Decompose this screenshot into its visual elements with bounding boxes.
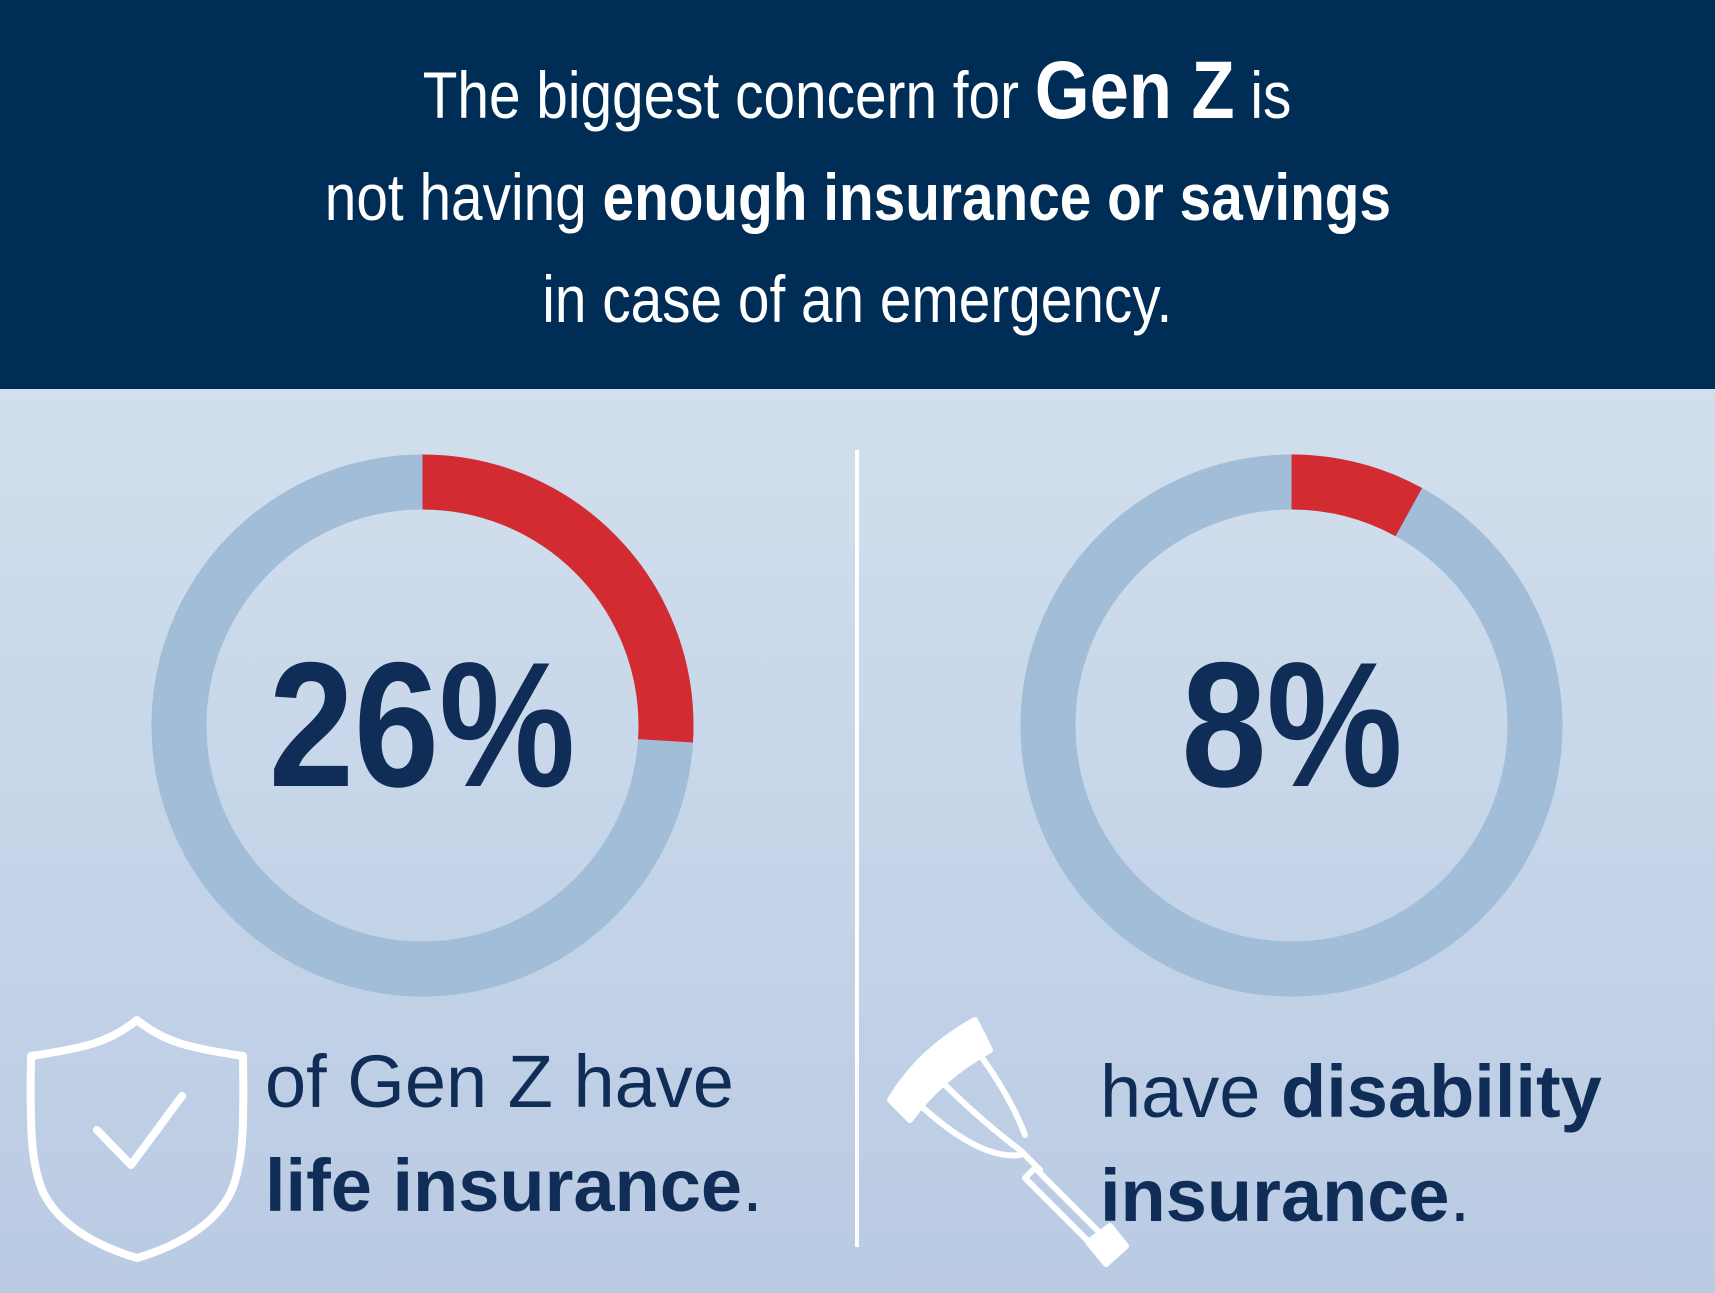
crutch-icon xyxy=(887,1017,1129,1267)
headline-text: not having xyxy=(324,159,603,234)
header-banner: The biggest concern for Gen Z is not hav… xyxy=(0,0,1715,389)
disability-insurance-percent: 8% xyxy=(1181,625,1403,824)
headline-emphasis-gen-z: Gen Z xyxy=(1035,44,1236,136)
caption-line-1: have disability xyxy=(1100,1040,1602,1144)
caption-period: . xyxy=(1449,1154,1471,1237)
caption-line-2: insurance. xyxy=(1100,1144,1602,1248)
caption-period: . xyxy=(742,1144,763,1227)
caption-emphasis: life insurance xyxy=(265,1144,743,1227)
headline-line-3: in case of an emergency. xyxy=(543,248,1173,350)
donut-value-arc xyxy=(1020,454,1563,997)
caption-emphasis: disability xyxy=(1281,1050,1602,1133)
caption-text: have xyxy=(1100,1050,1282,1133)
headline-text: The biggest concern for xyxy=(423,57,1036,132)
section-divider xyxy=(855,450,859,1247)
headline-emphasis-insurance: enough insurance or savings xyxy=(602,159,1391,234)
headline-line-1: The biggest concern for Gen Z is xyxy=(423,40,1292,146)
headline-line-2: not having enough insurance or savings xyxy=(324,146,1390,248)
disability-insurance-donut xyxy=(1020,454,1563,997)
caption-line-1: of Gen Z have xyxy=(265,1040,734,1123)
caption-line-2: life insurance. xyxy=(265,1134,763,1238)
disability-insurance-caption: have disability insurance. xyxy=(1100,1040,1602,1248)
caption-emphasis: insurance xyxy=(1100,1154,1450,1237)
headline-text: is xyxy=(1235,57,1292,132)
life-insurance-donut xyxy=(151,454,694,997)
life-insurance-caption: of Gen Z have life insurance. xyxy=(265,1030,763,1238)
headline-text: in case of an emergency. xyxy=(542,261,1173,336)
shield-check-icon xyxy=(26,1016,248,1262)
donut-value-arc xyxy=(151,454,694,997)
life-insurance-percent: 26% xyxy=(268,625,576,824)
